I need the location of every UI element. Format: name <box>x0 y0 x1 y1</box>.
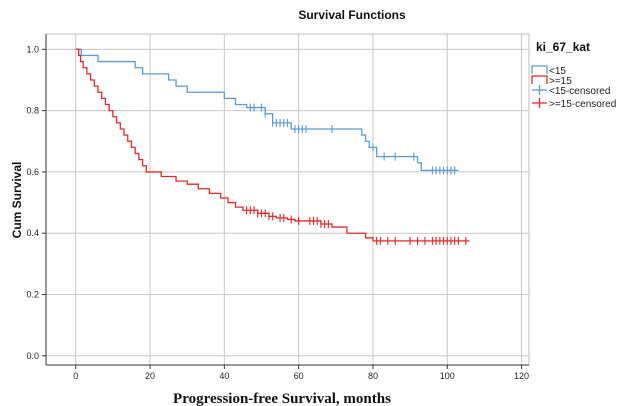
plot-frame <box>45 33 530 366</box>
legend: ki_67_kat <15 >=15 <15-censored >=15-cen… <box>531 40 616 110</box>
legend-item-high: >=15 <box>531 75 572 87</box>
x-tick-label: 120 <box>514 371 529 381</box>
legend-item-high-censored: >=15-censored <box>532 98 616 110</box>
legend-label-high: >=15 <box>549 76 572 87</box>
x-tick-label: 100 <box>440 371 455 381</box>
x-tick-label: 40 <box>219 371 229 381</box>
x-tick-label: 80 <box>368 371 378 381</box>
y-tick-label: 0.6 <box>26 167 39 177</box>
y-tick-label: 0.8 <box>26 106 39 116</box>
x-tick-label: 20 <box>145 371 155 381</box>
legend-item-low-censored: <15-censored <box>532 85 610 97</box>
x-axis-label: Progression-free Survival, months <box>173 391 391 406</box>
y-tick-label: 0.2 <box>26 290 39 300</box>
y-tick-label: 1.0 <box>26 44 39 54</box>
x-tick-label: 0 <box>73 371 78 381</box>
legend-label-low: <15 <box>549 66 566 77</box>
legend-item-low: <15 <box>531 65 566 77</box>
legend-swatch-low <box>531 65 548 74</box>
plot-area: 0 20 40 60 80 100 120 0.0 0.2 0.4 0.6 0.8 1.0 <box>26 33 530 381</box>
legend-swatch-high <box>531 75 548 84</box>
y-tick-label: 0.4 <box>26 228 39 238</box>
legend-swatch-high-censored <box>532 98 547 108</box>
chart-title: Survival Functions <box>298 8 406 22</box>
y-axis-label: Cum Survival <box>10 162 24 239</box>
legend-swatch-low-censored <box>532 85 547 95</box>
survival-curve-high <box>75 48 470 242</box>
x-tick-label: 60 <box>294 371 304 381</box>
legend-label-low-censored: <15-censored <box>549 86 610 97</box>
legend-title: ki_67_kat <box>536 40 590 54</box>
legend-label-high-censored: >=15-censored <box>549 99 616 110</box>
y-tick-label: 0.0 <box>26 351 39 361</box>
